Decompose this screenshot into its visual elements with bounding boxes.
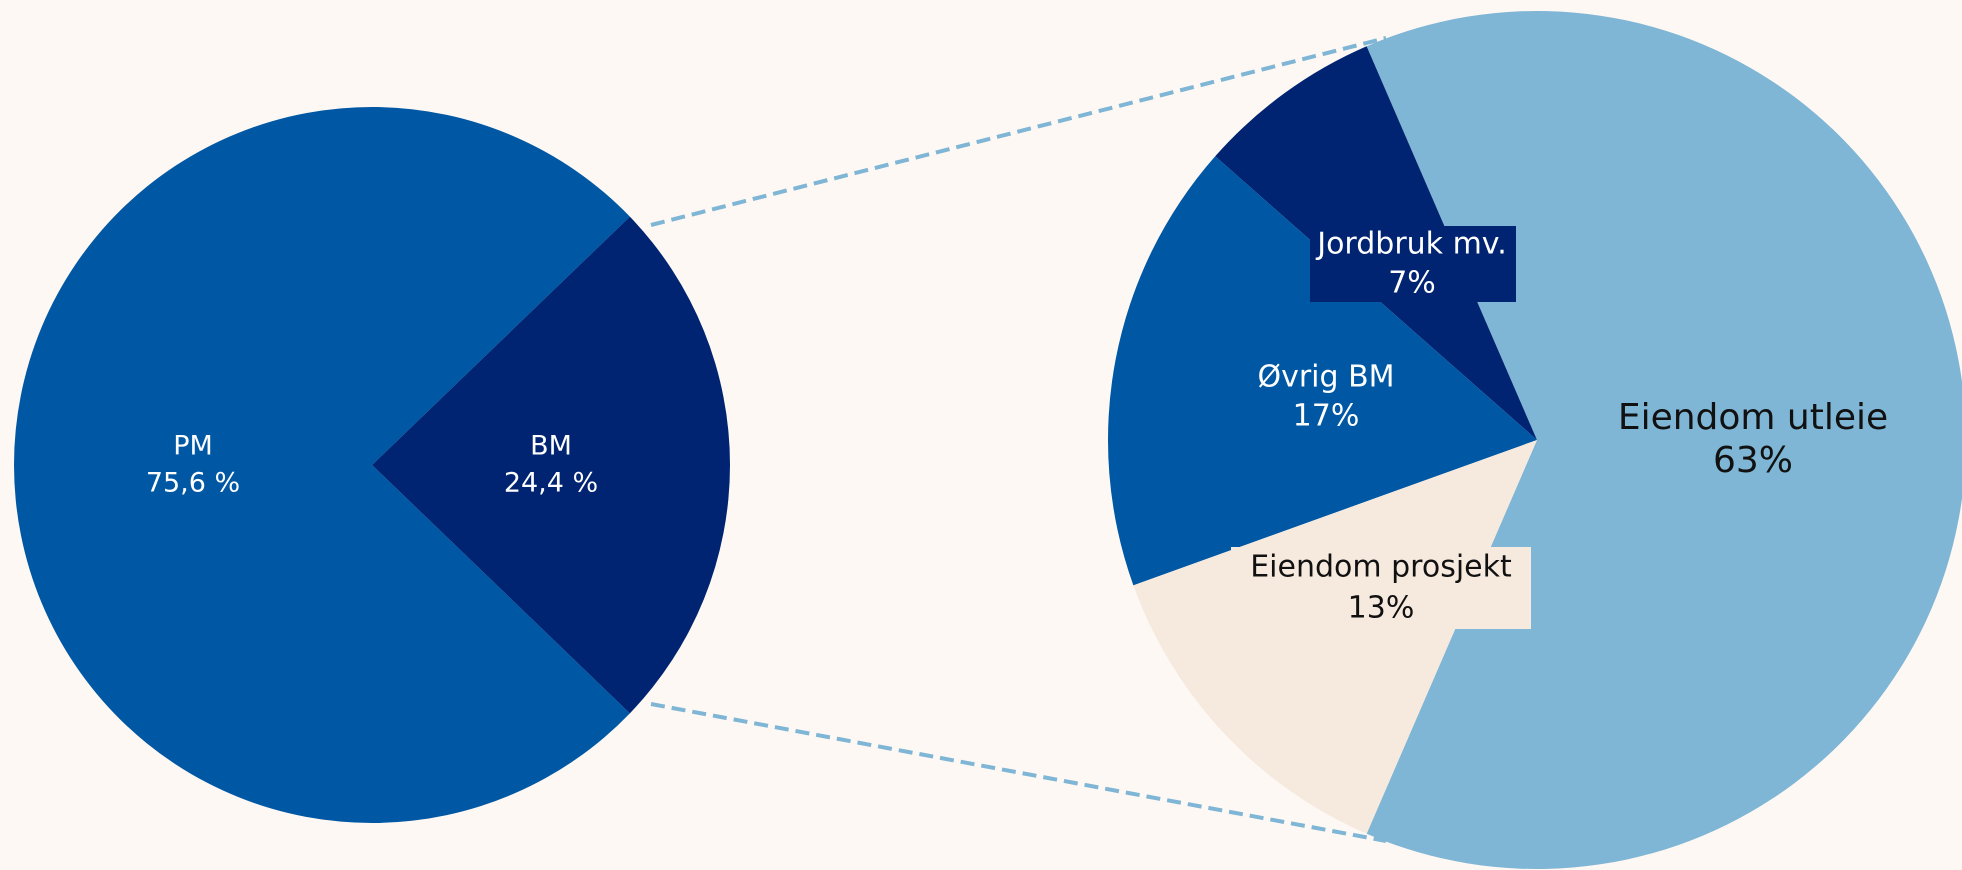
slice-label: Jordbruk mv. (1315, 227, 1507, 262)
connector-line (650, 36, 1387, 227)
pie-slice (1366, 11, 1962, 869)
pie-slice (1133, 440, 1537, 834)
slice-value-label: 63% (1713, 440, 1793, 481)
pie-slice (372, 216, 731, 714)
slice-label: Eiendom prosjekt (1250, 550, 1512, 585)
label-box (1231, 547, 1531, 629)
pie-slice (13, 107, 630, 823)
slice-label: BM (530, 431, 572, 462)
slice-value-label: 17% (1293, 399, 1360, 434)
slice-value-label: 75,6 % (146, 468, 240, 499)
slice-label: PM (173, 431, 213, 462)
label-box (1310, 226, 1516, 302)
slice-value-label: 24,4 % (504, 468, 598, 499)
slice-value-label: 7% (1388, 266, 1436, 301)
slice-value-label: 13% (1348, 591, 1415, 626)
slice-label: Eiendom utleie (1618, 397, 1888, 438)
pie-slice (1108, 156, 1537, 586)
pies (13, 11, 1962, 869)
slice-label: Øvrig BM (1257, 360, 1394, 395)
